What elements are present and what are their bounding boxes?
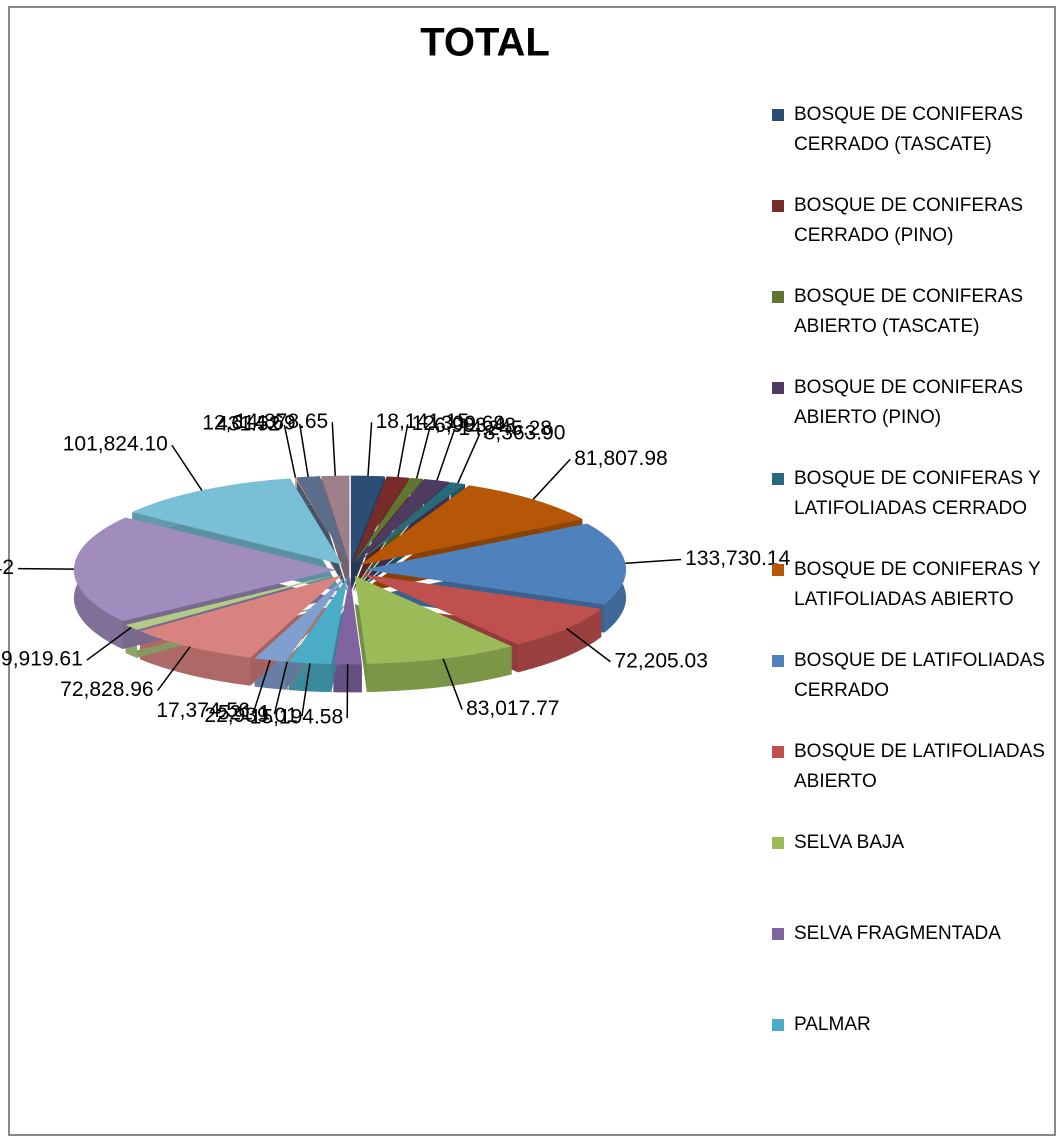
legend-label: SELVA FRAGMENTADA [794,923,1001,944]
legend-label: BOSQUE DE LATIFOLIADAS ABIERTO [794,741,1045,792]
slice-rim [366,646,512,692]
leader-line [171,444,203,491]
leader-line [156,646,191,692]
data-label: 72,205.03 [614,649,707,672]
data-label: 8,363.90 [484,421,566,444]
legend-label: BOSQUE DE CONIFERAS ABIERTO (PINO) [794,377,1024,428]
leader-line [86,626,132,661]
slice [360,573,602,645]
slice [74,517,337,622]
leader-line [301,663,311,717]
slice [321,475,350,564]
leader-line [331,422,337,476]
leader-line [283,424,297,478]
data-label: 175,116.42 [0,556,14,579]
legend-swatch [772,109,784,121]
data-label: 12,614.69 [202,411,295,434]
slice [352,476,410,564]
data-label: 14,245.28 [459,417,552,440]
slice [359,485,583,566]
legend-entry: BOSQUE DE CONIFERAS CERRADO (TASCATE) [772,100,1052,160]
legend-swatch [772,928,784,940]
legend-swatch [772,473,784,485]
labels: 18,141.1512,309.696,993.4314,245.288,363… [0,410,791,729]
leader-line [442,658,463,710]
data-label: 431.52 [216,412,280,435]
data-label: 22,939.01 [204,704,297,727]
data-label: 81,807.98 [574,447,667,470]
slice [286,576,347,662]
legend-entry: BOSQUE DE LATIFOLIADAS CERRADO [772,646,1052,706]
data-label: 18,141.15 [376,410,469,433]
leader-line [253,660,271,712]
legend-swatch [772,837,784,849]
slice [288,576,348,665]
leader-line [457,433,481,484]
legend-entry: SELVA FRAGMENTADA [772,919,1052,949]
data-label: 133,730.14 [685,547,790,570]
data-label: 15,194.58 [250,706,343,729]
slice [353,477,424,564]
legend-label: BOSQUE DE LATIFOLIADAS CERRADO [794,650,1045,701]
data-label: 72,828.96 [60,678,153,701]
legend-label: PALMAR [794,1014,871,1035]
slice [354,575,512,664]
leader-line [273,661,288,715]
data-label: 14,878.65 [235,410,328,433]
data-label: 83,017.77 [466,697,559,720]
data-label: 9,919.61 [1,648,83,671]
slice [355,482,466,565]
leader-line [436,429,456,481]
chart-title: TOTAL [420,21,550,65]
legend-entry: PALMAR [772,1010,1052,1040]
slice [350,475,385,564]
legend-label: BOSQUE DE CONIFERAS CERRADO (PINO) [794,195,1024,246]
leader-line [532,458,571,500]
legend-swatch [772,564,784,576]
slice [296,476,348,564]
frame [8,6,1056,1136]
slice [254,576,346,662]
legend-entry: BOSQUE DE CONIFERAS ABIERTO (TASCATE) [772,282,1052,342]
leader-line [397,424,409,478]
leader-line [415,426,431,479]
leader-line [566,627,611,663]
leader-line [18,567,75,570]
leader-line [367,422,373,476]
legend-entry: BOSQUE DE CONIFERAS ABIERTO (PINO) [772,373,1052,433]
legend-label: BOSQUE DE CONIFERAS Y LATIFOLIADAS ABIER… [794,559,1041,610]
legend-entry: BOSQUE DE CONIFERAS Y LATIFOLIADAS ABIER… [772,555,1052,615]
legend-swatch [772,291,784,303]
slice [295,477,348,564]
data-label: 12,309.69 [412,412,505,435]
slice [333,576,362,665]
legend-swatch [772,746,784,758]
slice-rim [517,608,602,673]
legend-entry: BOSQUE DE LATIFOLIADAS ABIERTO [772,737,1052,797]
legend-label: SELVA BAJA [794,832,905,853]
legend-label: BOSQUE DE CONIFERAS CERRADO (TASCATE) [794,104,1024,155]
leader-line [298,423,309,477]
slice [139,575,342,658]
legend-swatch [772,382,784,394]
legend-label: BOSQUE DE CONIFERAS ABIERTO (TASCATE) [794,286,1024,337]
slice [125,573,339,630]
data-label: 17,374.56 [156,699,249,722]
slice [132,478,343,565]
pie-tops [74,475,626,665]
legend-entry: SELVA BAJA [772,828,1052,858]
leader-line [625,558,682,565]
legend-swatch [772,200,784,212]
slice [354,479,450,565]
data-label: 521.1 [218,702,271,725]
legend-entry: BOSQUE DE CONIFERAS Y LATIFOLIADAS CERRA… [772,464,1052,524]
legend-entry: BOSQUE DE CONIFERAS CERRADO (PINO) [772,191,1052,251]
data-label: 101,824.10 [63,433,168,456]
legend-swatch [772,1019,784,1031]
legend-label: BOSQUE DE CONIFERAS Y LATIFOLIADAS CERRA… [794,468,1041,519]
slice [363,523,626,605]
legend-swatch [772,655,784,667]
